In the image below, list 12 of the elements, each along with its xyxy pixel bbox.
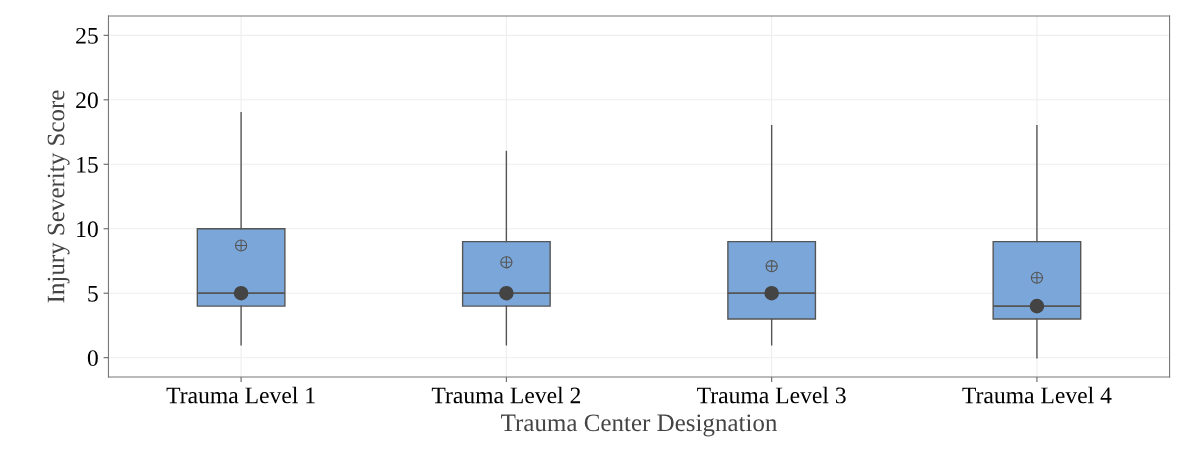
y-tick-label: 0 [87,350,98,367]
y-tick-label: 25 [76,27,98,44]
y-tick-label: 10 [77,221,98,238]
y-tick-label: 5 [88,285,98,302]
y-tick-label: 15 [77,156,98,173]
x-tick-label: Trauma Level 2 [431,386,581,404]
x-tick-label: Trauma Level 1 [166,386,315,404]
x-axis-title: Trauma Center Designation [501,414,778,437]
y-axis-title: Injury Severity Score [47,90,70,303]
y-tick-label: 20 [76,92,98,109]
x-tick-label: Trauma Level 4 [962,386,1112,404]
x-tick-label: Trauma Level 3 [697,386,846,404]
